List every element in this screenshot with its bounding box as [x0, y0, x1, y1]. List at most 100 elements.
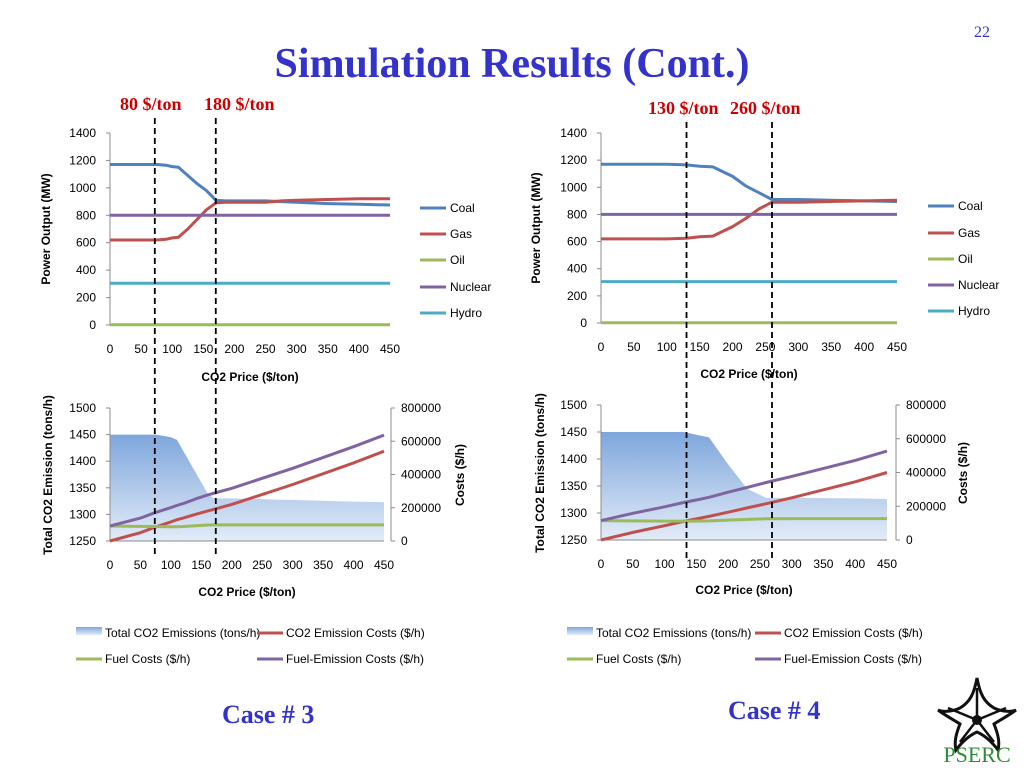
y-tick-label: 1400 — [69, 126, 96, 140]
x-tick-label: 300 — [283, 558, 303, 572]
y-tick-label: 1200 — [69, 153, 96, 167]
x-tick-label: 100 — [161, 558, 181, 572]
x-tick-label: 250 — [755, 340, 775, 354]
x-tick-label: 450 — [877, 557, 897, 571]
x-tick-label: 150 — [191, 558, 211, 572]
y-tick-label: 400 — [567, 262, 587, 276]
y2-tick-label: 400000 — [906, 466, 946, 480]
y2-tick-label: 400000 — [401, 468, 441, 482]
legend-entry: CO2 Emission Costs ($/h) — [784, 626, 923, 640]
x-tick-label: 350 — [318, 342, 338, 356]
x-tick-label: 350 — [813, 557, 833, 571]
x-tick-label: 100 — [657, 340, 677, 354]
x-tick-label: 350 — [821, 340, 841, 354]
y-axis-title: Power Output (MW) — [39, 173, 53, 284]
x-tick-label: 100 — [655, 557, 675, 571]
y2-tick-label: 200000 — [906, 499, 946, 513]
case4-power-chart: 0 50 100 150 200 250 300 350 400 450 0 200 400 600 800… — [529, 126, 999, 381]
series-line-coal — [110, 163, 391, 207]
slide-title: Simulation Results (Cont.) — [274, 41, 750, 87]
legend-entry: Hydro — [958, 304, 990, 318]
series-area-emissions — [110, 434, 384, 541]
x-axis-title: CO2 Price ($/ton) — [198, 585, 295, 599]
legend-entry: Gas — [450, 227, 472, 241]
y-axis-title: Total CO2 Emission (tons/h) — [533, 393, 547, 553]
legend-entry: Coal — [450, 201, 475, 215]
y-tick-label: 1000 — [560, 180, 587, 194]
series-line-gas — [601, 198, 898, 241]
legend-entry: Hydro — [450, 306, 482, 320]
legend-swatch — [567, 627, 593, 635]
x-tick-label: 0 — [107, 342, 114, 356]
x-tick-label: 50 — [627, 340, 641, 354]
legend-entry: Coal — [958, 199, 983, 213]
case4-price-marker-high: 260 $/ton — [730, 98, 801, 118]
y-tick-label: 1450 — [560, 425, 587, 439]
x-tick-label: 450 — [374, 558, 394, 572]
x-tick-label: 0 — [107, 558, 114, 572]
x-tick-label: 300 — [788, 340, 808, 354]
y-tick-label: 400 — [76, 263, 96, 277]
x-tick-label: 450 — [887, 340, 907, 354]
case4-price-marker-low: 130 $/ton — [648, 98, 719, 118]
y2-tick-label: 0 — [906, 533, 913, 547]
legend-entry: Fuel Costs ($/h) — [596, 652, 681, 666]
series-line-fuel — [600, 517, 887, 523]
x-tick-label: 300 — [782, 557, 802, 571]
legend-entry: Total CO2 Emissions (tons/h) — [105, 626, 260, 640]
legend-entry: Fuel-Emission Costs ($/h) — [784, 652, 922, 666]
y2-axis-title: Costs ($/h) — [956, 442, 970, 504]
legend-entry: Gas — [958, 226, 980, 240]
y-tick-label: 1500 — [560, 398, 587, 412]
y-tick-label: 1500 — [69, 401, 96, 415]
y-tick-label: 800 — [76, 208, 96, 222]
x-axis-title: CO2 Price ($/ton) — [700, 367, 797, 381]
y-axis-title: Power Output (MW) — [529, 172, 543, 283]
series-line-co2 — [600, 471, 888, 542]
y-tick-label: 1350 — [69, 481, 96, 495]
y-tick-label: 1350 — [560, 479, 587, 493]
x-axis-title: CO2 Price ($/ton) — [695, 583, 792, 597]
x-tick-label: 400 — [349, 342, 369, 356]
y-tick-label: 0 — [580, 316, 587, 330]
x-tick-label: 0 — [598, 557, 605, 571]
case3-price-marker-high: 180 $/ton — [204, 94, 275, 114]
case3-price-marker-low: 80 $/ton — [120, 94, 182, 114]
case3-label: Case # 3 — [222, 700, 315, 729]
series-line-gas — [110, 197, 390, 242]
y-tick-label: 1300 — [69, 507, 96, 521]
legend-entry: Total CO2 Emissions (tons/h) — [596, 626, 751, 640]
y2-tick-label: 800000 — [401, 401, 441, 415]
x-tick-label: 200 — [723, 340, 743, 354]
x-tick-label: 250 — [256, 342, 276, 356]
logo-text: PSERC — [943, 742, 1010, 766]
x-tick-label: 450 — [380, 342, 400, 356]
x-axis-title: CO2 Price ($/ton) — [201, 370, 298, 384]
x-tick-label: 300 — [287, 342, 307, 356]
page-number: 22 — [974, 24, 990, 41]
pserc-star-icon — [937, 677, 1017, 754]
legend-entry: Nuclear — [958, 278, 999, 292]
case3-power-chart: 0 50 100 150 200 250 300 350 400 450 0 200 400 600 800… — [39, 126, 491, 384]
pserc-logo: PSERC — [937, 677, 1017, 766]
legend-entry: Fuel Costs ($/h) — [105, 652, 190, 666]
y-tick-label: 800 — [567, 207, 587, 221]
y2-tick-label: 200000 — [401, 501, 441, 515]
y-tick-label: 0 — [89, 318, 96, 332]
legend-entry: Fuel-Emission Costs ($/h) — [286, 652, 424, 666]
y2-tick-label: 0 — [401, 534, 408, 548]
x-tick-label: 50 — [134, 558, 148, 572]
y-tick-label: 600 — [76, 236, 96, 250]
x-tick-label: 400 — [344, 558, 364, 572]
x-tick-label: 50 — [626, 557, 640, 571]
case4-label: Case # 4 — [728, 696, 821, 725]
series-area-emissions — [601, 432, 887, 540]
y-tick-label: 600 — [567, 235, 587, 249]
legend-swatch — [76, 627, 102, 635]
series-line-fuel-emission — [600, 449, 888, 523]
y-tick-label: 1300 — [560, 506, 587, 520]
x-tick-label: 150 — [686, 557, 706, 571]
case4-emissions-chart: 0 50 100 150 200 250 300 350 400 450 1250 1300 1350 1… — [533, 393, 970, 666]
legend-entry: Oil — [450, 253, 465, 267]
y-tick-label: 1250 — [560, 533, 587, 547]
